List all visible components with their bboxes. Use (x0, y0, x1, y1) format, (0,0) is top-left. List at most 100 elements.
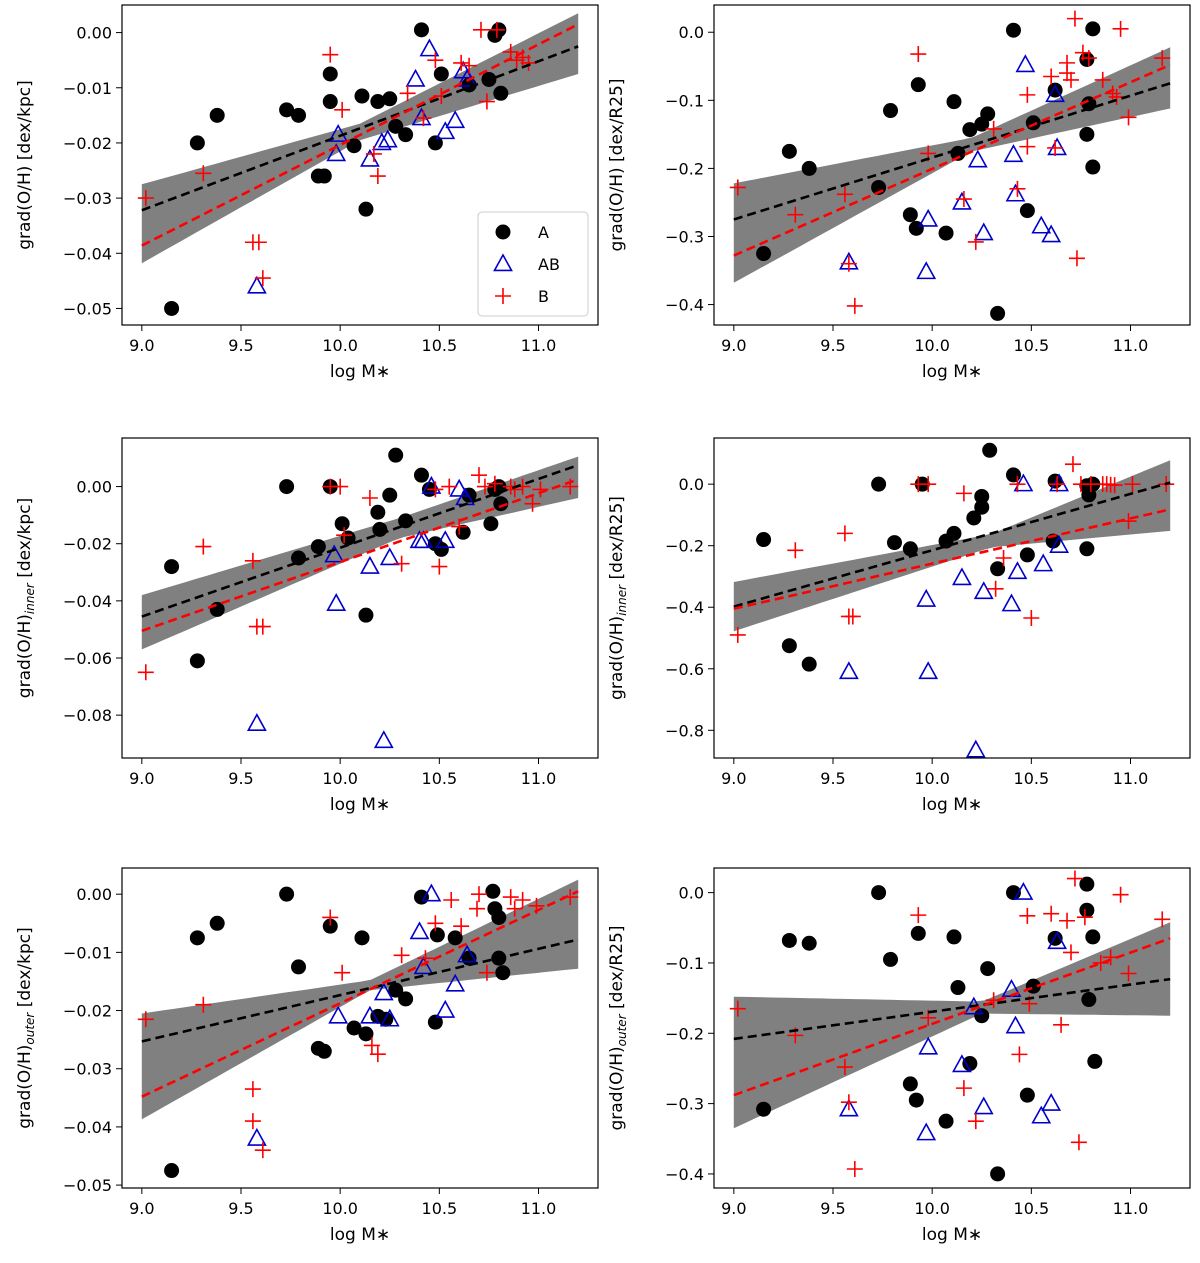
data-point-b (1059, 912, 1076, 929)
y-tick-label: −0.4 (665, 296, 704, 315)
data-point-ab (413, 956, 434, 975)
data-point-ab (328, 1005, 349, 1024)
data-point-a (990, 561, 1006, 577)
y-tick-label: −0.3 (665, 227, 704, 246)
data-point-b (476, 478, 493, 495)
data-point-b (1066, 10, 1083, 27)
data-point-a (291, 959, 307, 975)
data-point-ab (1007, 561, 1028, 580)
data-point-ab (373, 982, 394, 1001)
data-point-a (756, 1101, 772, 1117)
chart-panel-1: 9.0 9.5 10.0 10.5 11.0 −0.05 −0.04 −0.03 −0.02 −0… (15, 4, 599, 382)
x-tick-label: 9.5 (820, 769, 845, 788)
data-point-b (137, 190, 154, 207)
data-point-ab (360, 148, 380, 167)
data-point-ab (838, 661, 859, 680)
y-tick-label: −0.04 (63, 244, 112, 263)
plot-area (729, 870, 1171, 1182)
data-point-ab (918, 1036, 939, 1055)
y-tick-label: 0.00 (76, 478, 112, 497)
data-point-ab (965, 739, 986, 758)
legend: A AB B (477, 211, 589, 317)
data-point-a (279, 102, 295, 118)
series-ab (246, 883, 478, 1146)
data-point-b (1154, 50, 1171, 67)
data-point-b (502, 889, 519, 906)
x-tick-label: 10.0 (914, 1199, 950, 1218)
data-point-a (388, 982, 404, 998)
data-point-ab (405, 68, 426, 87)
data-point-a (493, 85, 509, 101)
data-point-a (354, 88, 370, 104)
fit-line-b (141, 23, 579, 247)
data-point-a (962, 1056, 978, 1072)
data-point-a (487, 901, 503, 917)
data-point-ab (1049, 473, 1070, 492)
data-point-b (486, 475, 503, 492)
data-point-b (137, 1011, 154, 1028)
data-point-b (955, 191, 972, 208)
legend-label-b: B (538, 287, 549, 306)
data-point-a (990, 305, 1006, 321)
data-point-b (787, 542, 804, 559)
data-point-b (322, 46, 339, 63)
data-point-b (244, 1113, 261, 1130)
data-point-a (756, 246, 772, 262)
data-point-a (908, 1092, 924, 1108)
data-point-a (322, 66, 338, 82)
data-point-a (990, 1166, 1006, 1182)
data-point-ab (918, 661, 939, 680)
data-point-ab (1033, 553, 1054, 572)
fit-line-a (733, 481, 1171, 608)
data-point-a (413, 889, 429, 905)
data-point-a (902, 207, 918, 223)
data-point-a (433, 541, 449, 557)
x-tick-label: 11.0 (1113, 336, 1149, 355)
data-point-b (1043, 68, 1060, 85)
data-point-b (361, 490, 378, 506)
data-point-b (846, 297, 863, 314)
data-point-a (946, 929, 962, 945)
data-point-a (370, 504, 386, 520)
data-point-b (729, 179, 746, 196)
data-point-a (801, 160, 817, 176)
chart-panel-4: 9.0 9.5 10.0 10.5 11.0 −0.8 −0.6 −0.4 −0.2 0.0 log… (607, 437, 1191, 815)
x-tick-label: 9.0 (721, 336, 746, 355)
data-point-b (431, 558, 448, 575)
data-point-ab (973, 581, 994, 600)
x-tick-label: 11.0 (1113, 1199, 1149, 1218)
data-point-a (883, 103, 899, 119)
y-tick-label: −0.02 (63, 1002, 112, 1021)
confidence-band (733, 47, 1171, 283)
data-point-a (946, 94, 962, 110)
data-point-b (1066, 870, 1083, 887)
data-point-ab (377, 129, 398, 148)
data-point-b (332, 478, 349, 495)
data-point-b (729, 626, 746, 643)
data-point-a (938, 1113, 954, 1129)
data-point-a (322, 918, 338, 934)
data-point-b (846, 1161, 863, 1178)
x-tick-label: 11.0 (1113, 769, 1149, 788)
y-tick-label: −0.02 (63, 535, 112, 554)
series-b (729, 10, 1171, 314)
series-ab (246, 475, 476, 749)
y-tick-label: −0.02 (63, 134, 112, 153)
legend-label-ab: AB (538, 255, 560, 274)
data-point-a (1079, 126, 1095, 142)
series-a (756, 876, 1103, 1182)
x-axis-label: log M∗ (922, 1225, 982, 1245)
data-point-ab (449, 478, 470, 497)
data-point-b (254, 270, 271, 287)
data-point-a (189, 135, 205, 151)
data-point-a (388, 447, 404, 463)
data-point-a (980, 106, 996, 122)
data-point-ab (409, 921, 430, 940)
data-point-b (195, 996, 212, 1013)
data-point-ab (435, 530, 456, 549)
data-point-b (1059, 65, 1076, 82)
data-point-a (902, 541, 918, 557)
data-point-a (322, 94, 338, 110)
data-point-ab (379, 547, 400, 566)
data-point-a (1079, 876, 1095, 892)
